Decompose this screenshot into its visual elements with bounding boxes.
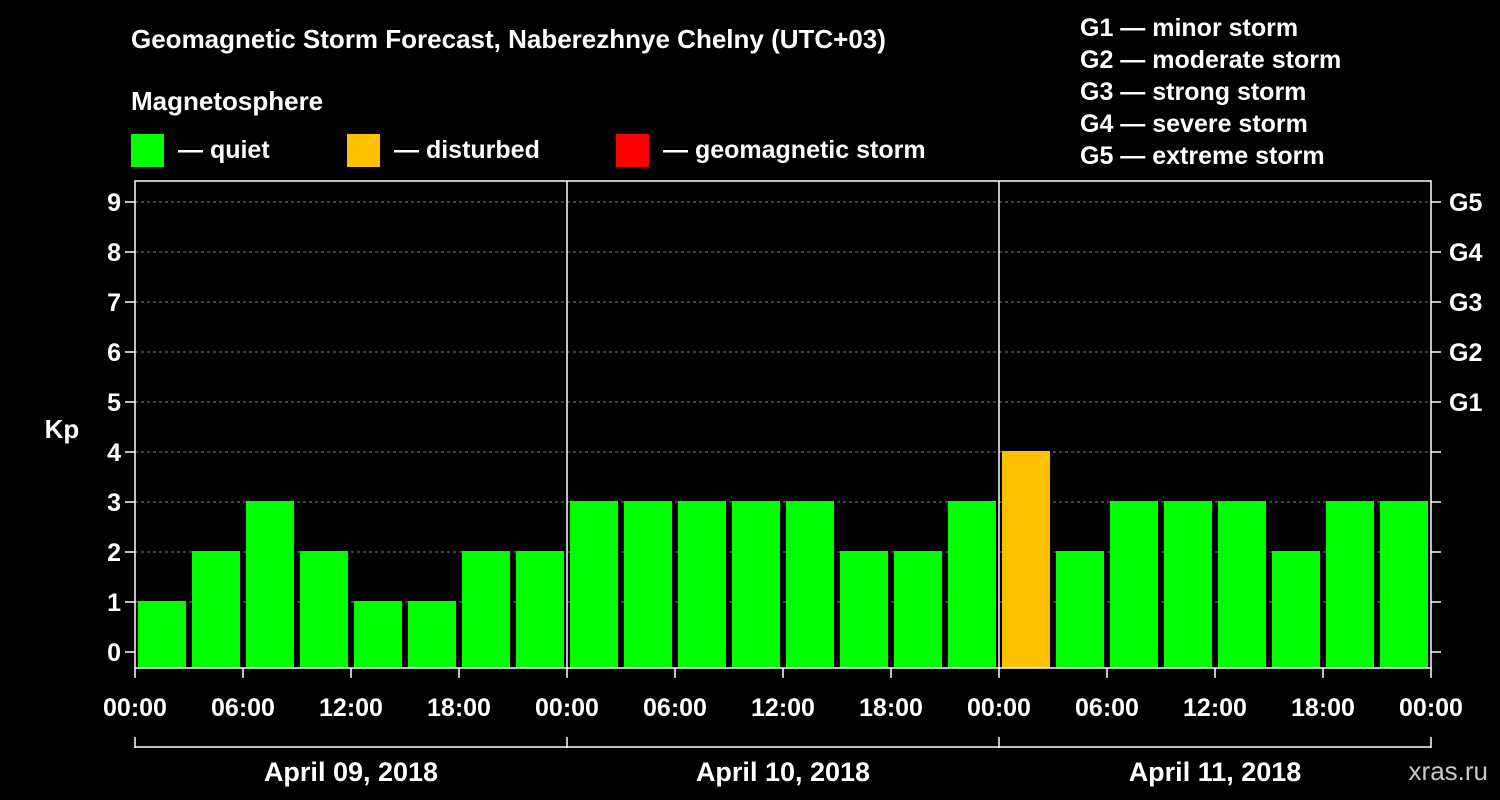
legend-heading: Magnetosphere xyxy=(131,86,324,116)
x-tick-label-4: 00:00 xyxy=(535,694,599,722)
legend-item-storm: — geomagnetic storm xyxy=(616,133,926,167)
bar-14 xyxy=(894,551,942,668)
x-tick-label-7: 18:00 xyxy=(859,694,923,722)
legend-swatch-quiet xyxy=(131,133,164,167)
bar-20 xyxy=(1218,501,1266,668)
x-tick-label-5: 06:00 xyxy=(643,694,707,722)
bar-11 xyxy=(732,501,780,668)
y-tick-label-1: 1 xyxy=(107,589,121,617)
bar-22 xyxy=(1326,501,1374,668)
g-scale-label-g5: G5 xyxy=(1449,189,1482,217)
bar-23 xyxy=(1380,501,1428,668)
x-tick-label-0: 00:00 xyxy=(103,694,167,722)
y-tick-label-2: 2 xyxy=(107,539,121,567)
watermark: xras.ru xyxy=(1408,756,1488,786)
bar-17 xyxy=(1056,551,1104,668)
x-tick-label-10: 12:00 xyxy=(1183,694,1247,722)
g-legend-line-g3: G3 — strong storm xyxy=(1080,78,1307,106)
bar-3 xyxy=(300,551,348,668)
chart-title: Geomagnetic Storm Forecast, Naberezhnye … xyxy=(131,24,886,54)
bar-5 xyxy=(408,601,456,668)
bar-21 xyxy=(1272,551,1320,668)
legend-label-storm: — geomagnetic storm xyxy=(663,135,926,164)
bar-19 xyxy=(1164,501,1212,668)
bar-7 xyxy=(516,551,564,668)
bar-4 xyxy=(354,601,402,668)
legend-item-disturbed: — disturbed xyxy=(347,133,540,167)
y-tick-label-8: 8 xyxy=(107,239,121,267)
y-tick-label-3: 3 xyxy=(107,489,121,517)
x-tick-label-12: 00:00 xyxy=(1399,694,1463,722)
g-legend-line-g4: G4 — severe storm xyxy=(1080,110,1308,138)
g-legend-line-g5: G5 — extreme storm xyxy=(1080,142,1325,170)
x-tick-label-9: 06:00 xyxy=(1075,694,1139,722)
day-label-0: April 09, 2018 xyxy=(264,757,438,787)
legend-item-quiet: — quiet xyxy=(131,133,270,167)
bar-9 xyxy=(624,501,672,668)
y-tick-label-7: 7 xyxy=(107,289,121,317)
y-tick-label-0: 0 xyxy=(107,639,121,667)
g-legend-line-g2: G2 — moderate storm xyxy=(1080,46,1342,74)
x-tick-label-11: 18:00 xyxy=(1291,694,1355,722)
y-tick-label-6: 6 xyxy=(107,339,121,367)
y-tick-label-4: 4 xyxy=(107,439,121,467)
bar-15 xyxy=(948,501,996,668)
y-tick-label-5: 5 xyxy=(107,389,121,417)
g-legend-line-g1: G1 — minor storm xyxy=(1080,14,1299,42)
bar-10 xyxy=(678,501,726,668)
bar-12 xyxy=(786,501,834,668)
x-tick-label-6: 12:00 xyxy=(751,694,815,722)
x-tick-label-2: 12:00 xyxy=(319,694,383,722)
g-scale-label-g1: G1 xyxy=(1449,389,1482,417)
legend-swatch-disturbed xyxy=(347,133,380,167)
g-scale-label-g4: G4 xyxy=(1449,239,1482,267)
y-tick-label-9: 9 xyxy=(107,189,121,217)
legend-label-quiet: — quiet xyxy=(178,135,270,164)
day-label-2: April 11, 2018 xyxy=(1129,757,1302,787)
g-scale-label-g3: G3 xyxy=(1449,289,1482,317)
x-tick-label-1: 06:00 xyxy=(211,694,275,722)
g-scale-legend: G1 — minor storm G2 — moderate storm G3 … xyxy=(1080,12,1341,172)
bar-18 xyxy=(1110,501,1158,668)
bar-8 xyxy=(570,501,618,668)
bar-16 xyxy=(1002,451,1050,668)
x-tick-label-8: 00:00 xyxy=(967,694,1031,722)
bar-2 xyxy=(246,501,294,668)
x-tick-label-3: 18:00 xyxy=(427,694,491,722)
y-axis-label: Kp xyxy=(45,414,80,444)
bar-1 xyxy=(192,551,240,668)
g-scale-label-g2: G2 xyxy=(1449,339,1482,367)
bar-0 xyxy=(138,601,186,668)
legend-label-disturbed: — disturbed xyxy=(394,135,540,164)
bar-6 xyxy=(462,551,510,668)
day-label-1: April 10, 2018 xyxy=(696,757,870,787)
legend-swatch-storm xyxy=(616,133,649,167)
bar-13 xyxy=(840,551,888,668)
